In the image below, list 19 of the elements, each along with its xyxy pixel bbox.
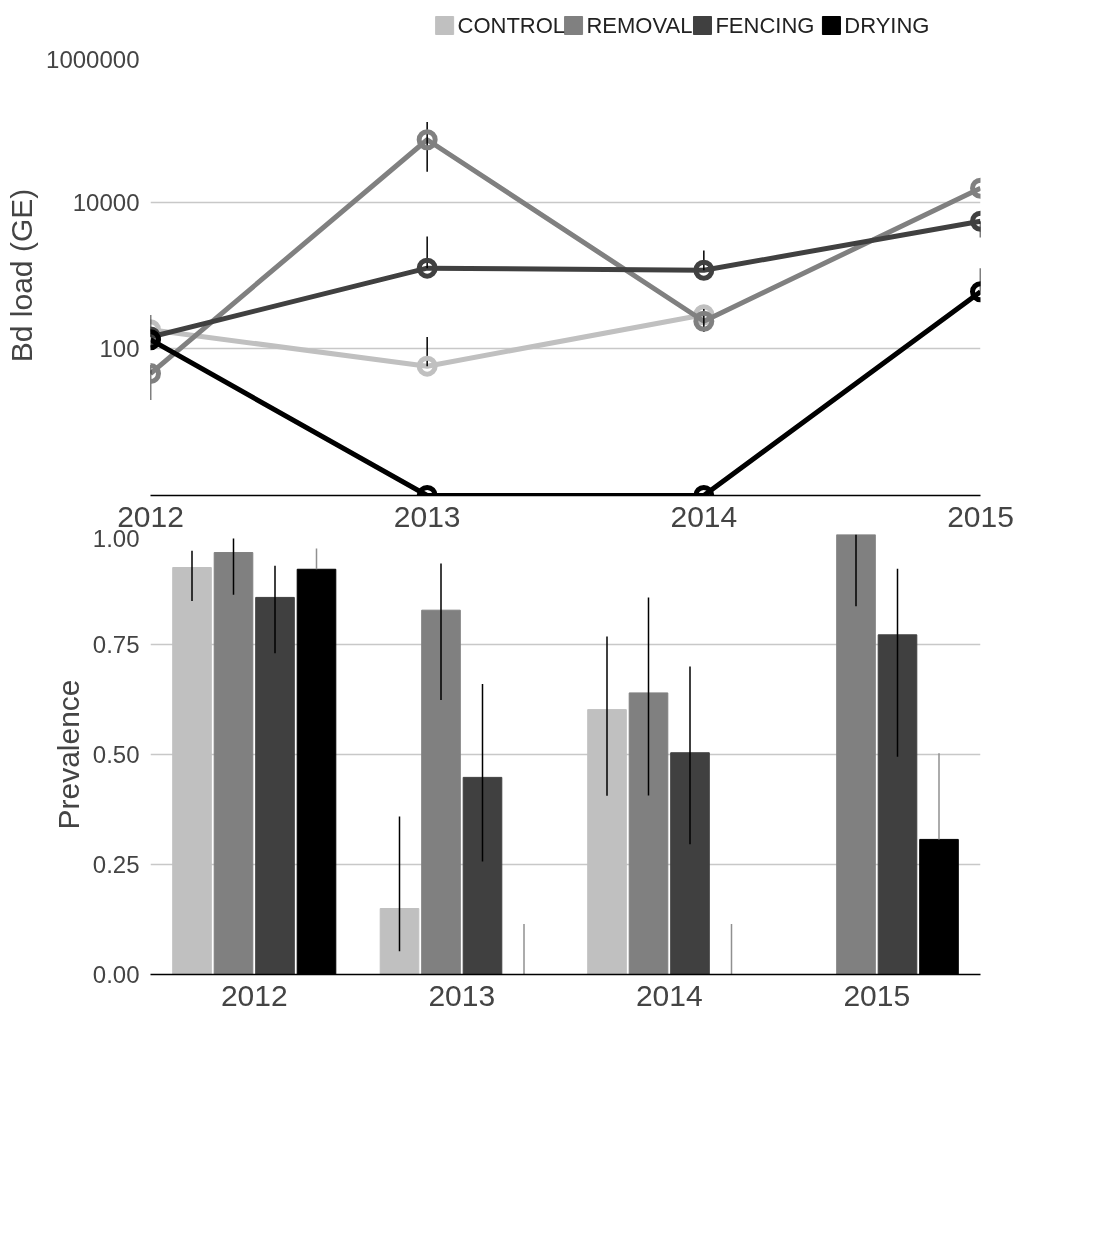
legend-label: REMOVAL xyxy=(586,13,693,38)
legend-label: DRYING xyxy=(844,13,930,38)
x-tick-label: 2013 xyxy=(428,978,496,1012)
y-tick-label: 10000 xyxy=(72,188,140,216)
y-tick-label: 0.00 xyxy=(92,961,140,988)
x-tick-label: 2014 xyxy=(635,978,703,1012)
legend-label: FENCING xyxy=(715,13,815,38)
y-axis-title: Prevalence xyxy=(51,679,85,830)
y-axis-title: Bd load (GE) xyxy=(5,188,39,363)
y-tick-label: 0.25 xyxy=(92,851,140,878)
x-tick-label: 2014 xyxy=(670,499,738,533)
x-tick-label: 2015 xyxy=(947,499,1014,533)
y-tick-label: 100 xyxy=(99,335,140,363)
x-tick-label: 2013 xyxy=(393,499,461,533)
x-tick-label: 2012 xyxy=(220,978,288,1012)
x-tick-label: 2015 xyxy=(843,978,911,1012)
y-tick-label: 0.75 xyxy=(92,631,140,658)
y-tick-label: 0.50 xyxy=(92,741,140,768)
y-tick-label: 1000000 xyxy=(46,45,140,73)
